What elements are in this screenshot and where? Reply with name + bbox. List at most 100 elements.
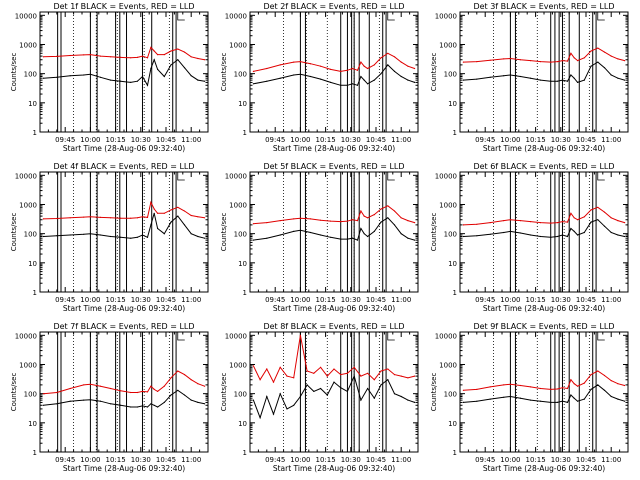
- panel-title: Det 9f BLACK = Events, RED = LLD: [473, 322, 614, 331]
- data-point-events: [509, 74, 511, 76]
- data-point-events: [540, 400, 542, 402]
- x-tick-label: 10:15: [316, 456, 336, 464]
- plot-frame: [459, 11, 629, 133]
- x-tick-label: 10:00: [290, 136, 310, 144]
- y-axis-label: Counts/sec: [10, 373, 18, 412]
- x-tick-label: 09:45: [55, 456, 75, 464]
- data-point-lld: [556, 222, 559, 224]
- x-tick-label: 09:45: [265, 456, 285, 464]
- x-tick-label: 11:00: [391, 456, 411, 464]
- y-axis-label: Counts/sec: [430, 213, 438, 252]
- data-point-lld: [146, 216, 149, 218]
- data-point-events: [373, 397, 375, 399]
- data-point-lld: [603, 374, 606, 377]
- panel-title: Det 5f BLACK = Events, RED = LLD: [263, 162, 404, 171]
- x-tick-label: 10:30: [551, 296, 571, 304]
- data-point-events: [309, 75, 312, 78]
- data-point-events: [313, 390, 315, 392]
- data-point-events: [141, 405, 144, 407]
- data-point-lld: [503, 220, 505, 222]
- x-tick-label: 10:30: [131, 296, 151, 304]
- data-point-lld: [346, 220, 348, 222]
- data-point-lld: [56, 217, 58, 220]
- data-point-lld: [489, 386, 491, 388]
- data-point-events: [170, 221, 172, 223]
- interval-bracket: [387, 172, 395, 181]
- data-point-lld: [150, 201, 152, 203]
- data-point-events: [279, 393, 281, 395]
- data-point-lld: [120, 56, 122, 59]
- y-tick-label: 10: [448, 100, 457, 108]
- data-point-events: [204, 403, 206, 405]
- data-point-events: [380, 221, 382, 223]
- data-point-events: [550, 401, 552, 403]
- y-tick-label: 100: [444, 231, 457, 239]
- data-point-events: [387, 217, 389, 219]
- data-point-events: [177, 59, 179, 61]
- data-point-events: [503, 396, 505, 398]
- data-point-lld: [333, 368, 335, 370]
- y-axis-label: Counts/sec: [430, 53, 438, 92]
- data-point-events: [279, 234, 281, 236]
- plot-frame: [249, 11, 419, 133]
- data-point-lld: [583, 382, 585, 384]
- series-line-lld: [252, 335, 415, 384]
- data-point-events: [414, 401, 416, 403]
- data-point-events: [489, 398, 491, 400]
- y-tick-label: 10000: [15, 332, 37, 340]
- x-tick-label: 10:45: [576, 136, 596, 144]
- data-point-lld: [610, 380, 612, 382]
- data-point-events: [603, 389, 606, 391]
- data-point-lld: [163, 54, 165, 56]
- y-tick-label: 1000: [229, 361, 247, 369]
- data-point-lld: [177, 370, 179, 372]
- y-axis-label: Counts/sec: [220, 213, 228, 252]
- interval-bracket: [387, 12, 395, 21]
- y-tick-label: 10000: [15, 12, 37, 20]
- data-point-events: [190, 233, 192, 235]
- x-tick-label: 11:00: [391, 296, 411, 304]
- data-point-lld: [476, 388, 478, 390]
- y-tick-label: 10000: [435, 172, 457, 180]
- y-tick-label: 1000: [439, 41, 457, 49]
- data-point-events: [476, 400, 478, 402]
- data-point-lld: [286, 375, 288, 377]
- data-point-events: [566, 401, 569, 403]
- y-tick-label: 1000: [439, 201, 457, 209]
- data-point-events: [153, 212, 155, 214]
- y-tick-label: 10000: [435, 12, 457, 20]
- y-tick-label: 100: [24, 231, 37, 239]
- data-point-lld: [330, 68, 332, 70]
- data-point-lld: [530, 221, 532, 223]
- data-point-lld: [624, 60, 626, 62]
- data-point-events: [177, 389, 179, 391]
- data-point-events: [130, 406, 132, 408]
- y-tick-label: 10: [28, 100, 37, 108]
- x-tick-label: 11:00: [391, 136, 411, 144]
- data-point-events: [367, 235, 369, 238]
- data-point-events: [120, 404, 122, 406]
- data-point-events: [157, 68, 159, 70]
- x-tick-label: 10:15: [526, 456, 546, 464]
- data-point-lld: [624, 222, 626, 224]
- data-point-lld: [373, 64, 375, 66]
- x-axis-label: Start Time (28-Aug-06 09:32:40): [63, 144, 185, 153]
- y-tick-label: 1: [33, 129, 37, 137]
- data-point-events: [489, 233, 491, 235]
- data-point-lld: [540, 222, 542, 224]
- data-point-events: [583, 79, 585, 81]
- data-point-events: [387, 379, 389, 381]
- y-tick-label: 1: [243, 129, 247, 137]
- data-point-events: [462, 235, 464, 238]
- data-point-lld: [624, 384, 626, 387]
- data-point-lld: [42, 393, 45, 395]
- x-tick-label: 10:15: [316, 296, 336, 304]
- data-point-lld: [577, 60, 579, 62]
- data-point-events: [56, 235, 58, 237]
- data-point-events: [326, 394, 328, 396]
- series-line-events: [253, 64, 415, 86]
- data-point-events: [380, 384, 382, 386]
- plot-frame: [39, 11, 209, 133]
- data-point-events: [590, 221, 592, 223]
- data-point-events: [519, 75, 522, 78]
